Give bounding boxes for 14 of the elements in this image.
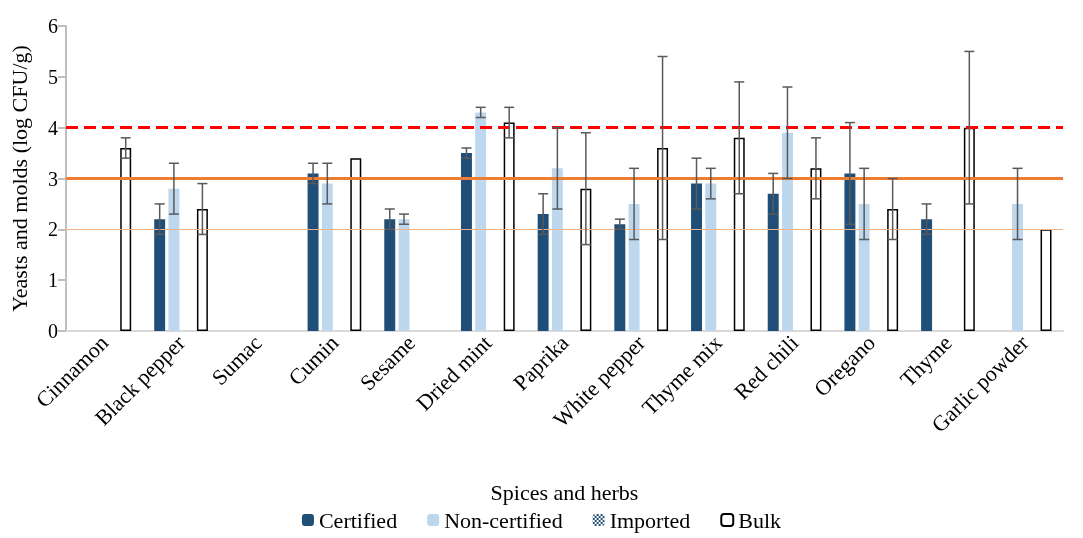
y-tick-label: 0 bbox=[48, 320, 58, 342]
y-tick-label: 1 bbox=[48, 269, 58, 292]
y-tick-label: 3 bbox=[48, 167, 58, 190]
legend-label: Certified bbox=[318, 507, 398, 533]
x-axis-title: Spices and herbs bbox=[490, 479, 639, 505]
y-axis-title: Yeasts and molds (log CFU/g) bbox=[6, 45, 32, 312]
y-tick-label: 4 bbox=[48, 116, 58, 139]
x-tick-label: Red chili bbox=[729, 330, 804, 405]
y-tick-label: 5 bbox=[48, 65, 58, 88]
y-tick-label: 6 bbox=[48, 15, 58, 37]
legend-label: Bulk bbox=[738, 507, 782, 533]
legend-label: Imported bbox=[609, 507, 691, 533]
legend-label: Non-certified bbox=[444, 507, 563, 533]
y-tick-label: 2 bbox=[48, 218, 58, 241]
